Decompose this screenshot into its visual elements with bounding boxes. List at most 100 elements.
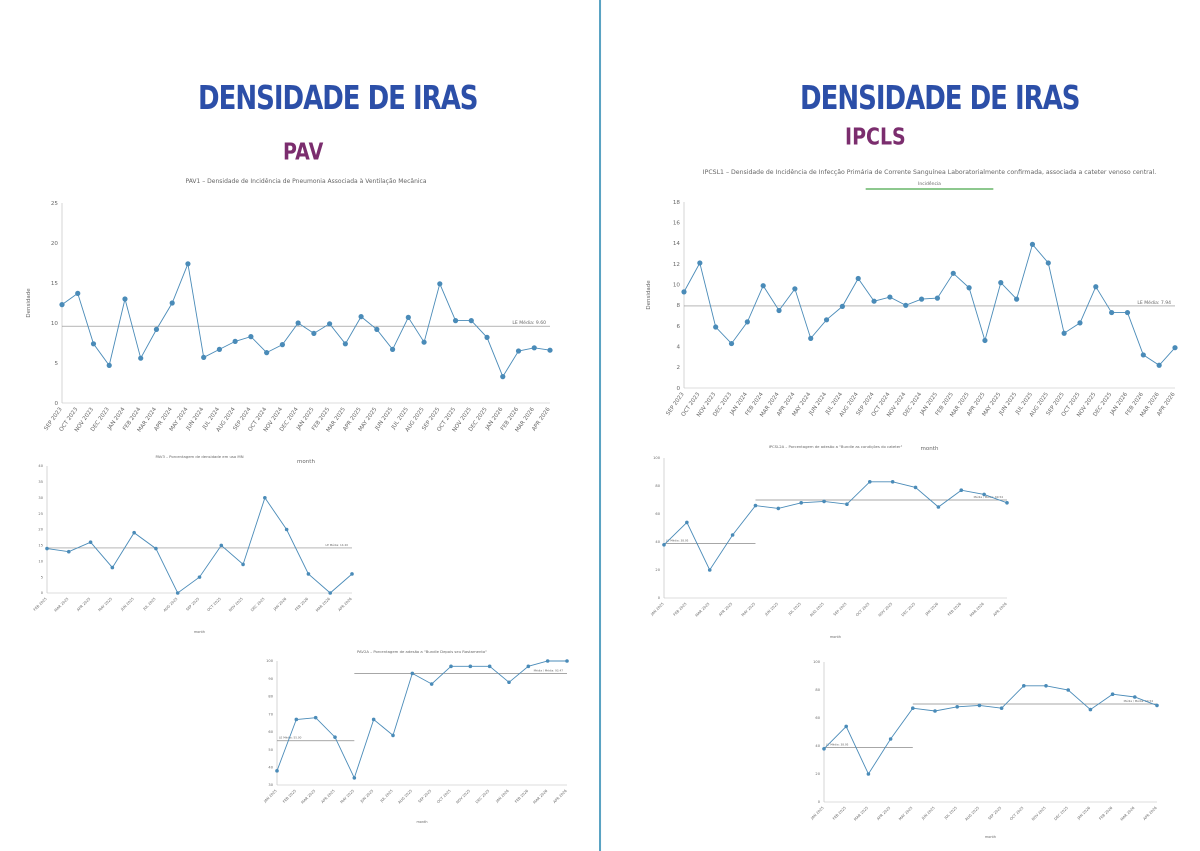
y-tick-label: 6 (676, 324, 680, 330)
data-point (855, 275, 861, 282)
mean-label: LE Média: 38.95 (666, 538, 689, 542)
x-tick-label: APR 2026 (338, 596, 354, 612)
x-tick-label: JUL 2025 (787, 602, 802, 617)
data-point (59, 302, 65, 308)
data-point (868, 480, 872, 484)
data-point (248, 334, 254, 340)
data-point (1077, 320, 1083, 326)
data-point (918, 296, 925, 302)
ipcls-bundle-chart-2: 0 20 40 60 80 100 JAN 2025 FEB 2025 MAR 2025 APR … (810, 660, 1159, 839)
x-tick-label: JUL 2025 (379, 789, 394, 804)
data-point (1133, 695, 1137, 699)
data-point (1155, 703, 1159, 708)
data-point (1110, 692, 1115, 696)
y-tick-label: 4 (676, 345, 680, 351)
data-point (389, 346, 396, 352)
y-tick-label: 0 (658, 596, 661, 600)
data-point (545, 659, 550, 663)
x-tick-label: JUN 2025 (120, 597, 135, 612)
data-point (327, 321, 333, 327)
x-tick-label: SEP 2025 (185, 597, 200, 612)
data-point (888, 737, 893, 741)
data-point (982, 492, 986, 497)
data-point (1029, 241, 1036, 247)
data-point (110, 565, 115, 570)
data-point (753, 503, 758, 508)
y-tick-label: 60 (268, 730, 273, 734)
data-point (959, 488, 964, 492)
data-point (1140, 352, 1146, 358)
data-point (90, 341, 97, 347)
data-point (776, 506, 781, 511)
x-axis-label: month (416, 820, 427, 824)
y-tick-label: 12 (673, 262, 680, 268)
x-tick-label: APR 2026 (1143, 805, 1159, 821)
data-point (421, 339, 427, 345)
right-page-title: DENSIDADE DE IRAS (800, 80, 1081, 118)
mean-label: LE Média: 14.20 (326, 543, 349, 547)
data-point (515, 348, 522, 354)
data-point (1093, 284, 1099, 290)
data-point (429, 682, 434, 686)
mean-label: LE Média: 55.00 (279, 736, 302, 740)
data-point (1061, 330, 1067, 336)
x-tick-label: FEB 2026 (947, 601, 962, 616)
x-axis-label: month (921, 446, 939, 452)
chart-title: PAV3 – Porcentagem de densidade em uso M… (155, 454, 243, 459)
y-tick-label: 10 (51, 321, 59, 327)
y-tick-label: 8 (676, 303, 680, 309)
y-tick-label: 35 (38, 480, 43, 484)
data-point (685, 520, 689, 525)
x-tick-label: MAR 2025 (695, 602, 711, 618)
right-page-subtitle: IPCLS (845, 124, 906, 151)
y-tick-label: 15 (38, 544, 43, 548)
data-point (744, 319, 750, 325)
y-tick-label: 40 (38, 464, 43, 468)
data-point (241, 562, 245, 567)
data-point (913, 485, 918, 490)
x-tick-label: MAY 2025 (98, 597, 113, 612)
x-tick-label: JUN 2025 (359, 789, 374, 804)
chart-title: PAV1 – Densidade de Incidência de Pneumo… (185, 178, 426, 185)
data-point (1156, 362, 1162, 368)
y-tick-label: 40 (655, 540, 660, 544)
x-tick-label: APR 2025 (321, 789, 336, 804)
x-tick-label: FEB 2025 (832, 806, 847, 821)
data-point (75, 290, 81, 296)
left-page-title: DENSIDADE DE IRAS (198, 80, 479, 118)
data-point (175, 591, 180, 595)
x-tick-label: FEB 2025 (673, 602, 688, 617)
x-tick-label: NOV 2025 (1031, 806, 1047, 822)
data-point (1172, 345, 1178, 351)
x-tick-label: AUG 2025 (809, 602, 825, 618)
x-tick-label: JUL 2025 (142, 597, 157, 612)
right-page: DENSIDADE DE IRAS IPCLS (602, 0, 1200, 851)
pav-usage-chart: PAV3 – Porcentagem de densidade em uso M… (33, 454, 354, 634)
y-axis-label: Densidade (26, 288, 32, 318)
x-tick-label: JAN 2026 (924, 601, 940, 617)
data-point (950, 270, 956, 276)
x-tick-label: FEB 2026 (514, 788, 529, 803)
data-point (405, 314, 411, 320)
y-tick-label: 10 (673, 283, 681, 289)
data-point (468, 664, 473, 669)
y-tick-label: 25 (51, 201, 59, 207)
mean-label: LE Média: 9.60 (512, 319, 546, 326)
data-point (792, 286, 798, 292)
data-point (1066, 688, 1070, 692)
data-point (342, 341, 348, 347)
x-tick-label: MAY 2025 (898, 806, 913, 821)
x-tick-label: DEC 2025 (475, 789, 490, 804)
mean-label: Média / Média: 69.54 (974, 495, 1004, 499)
data-point (1005, 501, 1009, 505)
data-point (845, 502, 849, 506)
x-tick-label: FEB 2026 (294, 596, 309, 611)
x-tick-label: JAN 2026 (1076, 805, 1092, 821)
data-point (374, 326, 380, 332)
x-tick-label: JAN 2026 (495, 788, 511, 804)
y-tick-label: 18 (673, 200, 681, 206)
data-point (169, 300, 175, 306)
data-point (713, 324, 719, 330)
pav-bundle-chart: PAV2A – Porcentagem de adesão a "Bundle … (263, 649, 569, 824)
x-tick-label: JAN 2025 (263, 789, 278, 804)
